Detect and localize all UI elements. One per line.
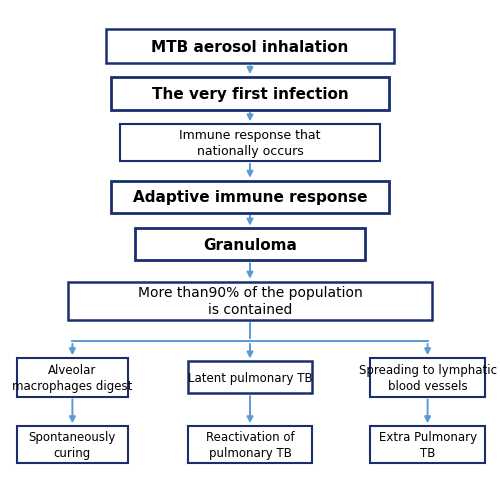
FancyBboxPatch shape xyxy=(111,181,389,213)
Text: Spreading to lymphatic
blood vessels: Spreading to lymphatic blood vessels xyxy=(358,363,496,392)
Text: More than90% of the population
is contained: More than90% of the population is contai… xyxy=(138,285,362,317)
Text: Reactivation of
pulmonary TB: Reactivation of pulmonary TB xyxy=(206,430,294,459)
FancyBboxPatch shape xyxy=(120,125,380,162)
Text: Spontaneously
curing: Spontaneously curing xyxy=(28,430,116,459)
FancyBboxPatch shape xyxy=(370,426,485,463)
Text: Extra Pulmonary
TB: Extra Pulmonary TB xyxy=(378,430,476,459)
FancyBboxPatch shape xyxy=(188,426,312,463)
FancyBboxPatch shape xyxy=(370,358,485,397)
Text: The very first infection: The very first infection xyxy=(152,86,348,102)
FancyBboxPatch shape xyxy=(68,282,432,320)
FancyBboxPatch shape xyxy=(188,362,312,393)
Text: Immune response that
nationally occurs: Immune response that nationally occurs xyxy=(179,129,321,158)
FancyBboxPatch shape xyxy=(17,358,128,397)
Text: MTB aerosol inhalation: MTB aerosol inhalation xyxy=(152,40,348,55)
FancyBboxPatch shape xyxy=(106,30,394,64)
Text: Latent pulmonary TB: Latent pulmonary TB xyxy=(188,371,312,384)
FancyBboxPatch shape xyxy=(135,229,365,261)
Text: Granuloma: Granuloma xyxy=(203,238,297,252)
FancyBboxPatch shape xyxy=(111,78,389,110)
Text: Alveolar
macrophages digest: Alveolar macrophages digest xyxy=(12,363,132,392)
Text: Adaptive immune response: Adaptive immune response xyxy=(133,190,367,204)
FancyBboxPatch shape xyxy=(17,426,128,463)
